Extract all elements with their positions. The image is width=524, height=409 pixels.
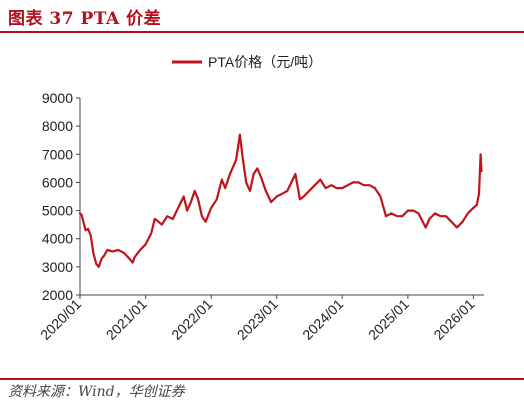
title-rule: [0, 31, 524, 33]
y-tick-label: 6000: [42, 174, 73, 190]
source-rule: [0, 378, 524, 380]
x-tick-label: 2025/01: [365, 296, 412, 343]
legend-label: PTA价格（元/吨）: [208, 54, 322, 70]
figure-title: 图表 37 PTA 价差: [8, 9, 162, 29]
y-tick-label: 8000: [42, 118, 73, 134]
x-tick-label: 2026/01: [430, 296, 477, 343]
y-tick-label: 7000: [42, 146, 73, 162]
line-chart: PTA价格（元/吨） 2000 3000 4000 5000 6000 7000 8000 9…: [37, 54, 484, 343]
x-tick-label: 2021/01: [103, 296, 150, 343]
y-tick-label: 4000: [42, 231, 73, 247]
y-tick-label: 9000: [42, 90, 73, 106]
y-tick-label: 5000: [42, 203, 73, 219]
y-tick-label: 3000: [42, 259, 73, 275]
x-tick-label: 2023/01: [234, 296, 281, 343]
y-tick-label: 2000: [42, 287, 73, 303]
x-tick-label: 2022/01: [168, 296, 215, 343]
source-note: 资料来源：Wind，华创证券: [8, 384, 185, 400]
legend: PTA价格（元/吨）: [172, 54, 322, 70]
x-tick-label: 2024/01: [299, 296, 346, 343]
series-layer: [78, 133, 483, 268]
series-line-0: [78, 133, 483, 268]
